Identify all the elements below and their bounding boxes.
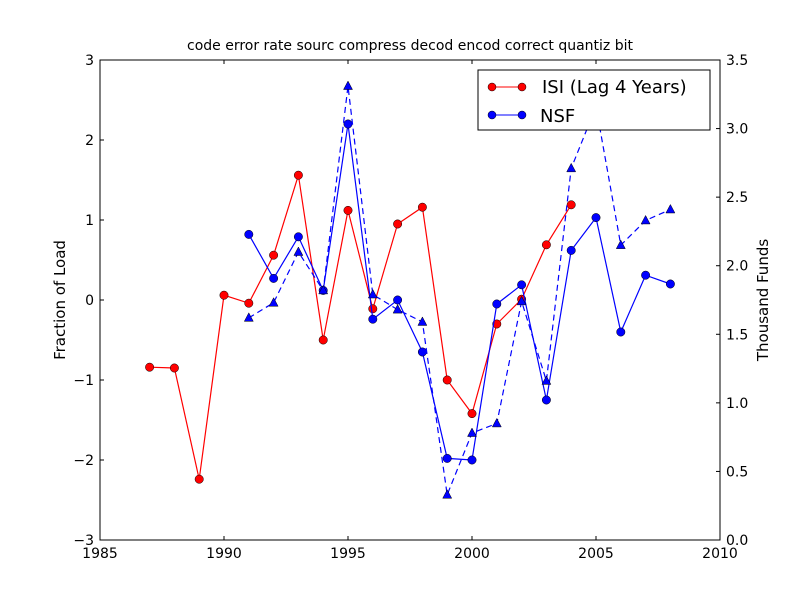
- data-point-triangle: [243, 312, 254, 322]
- data-point: [368, 314, 378, 324]
- y-tick-label-left: 3: [85, 53, 94, 69]
- data-point: [244, 298, 254, 308]
- y-axis-label-left: Fraction of Load: [51, 240, 69, 360]
- y-tick-label-right: 2.0: [726, 259, 748, 275]
- x-tick-label: 1995: [330, 546, 366, 562]
- data-point: [467, 455, 477, 465]
- series-line-0: [149, 175, 572, 480]
- legend-isi-label: ISI (Lag 4 Years): [542, 77, 687, 98]
- data-point: [244, 229, 254, 239]
- data-point: [641, 270, 651, 280]
- data-point: [269, 273, 279, 283]
- y-tick-label-right: 3.5: [726, 53, 748, 69]
- data-point-triangle: [417, 316, 428, 326]
- data-point: [219, 290, 229, 300]
- data-point-triangle: [615, 239, 626, 249]
- data-point: [492, 299, 502, 309]
- x-tick-label: 2005: [578, 546, 614, 562]
- y-tick-label-left: 0: [85, 293, 94, 309]
- data-point: [442, 453, 452, 463]
- data-point: [269, 250, 279, 260]
- data-point: [293, 232, 303, 242]
- y-axis-label-right: Thousand Funds: [754, 239, 772, 362]
- data-point-triangle: [566, 162, 577, 173]
- data-point: [293, 170, 303, 180]
- data-point: [467, 409, 477, 419]
- y-tick-label-left: 2: [85, 133, 94, 149]
- data-point-triangle: [367, 288, 378, 299]
- data-point: [616, 327, 626, 337]
- x-tick-label: 1990: [206, 546, 242, 562]
- y-tick-label-left: 1: [85, 213, 94, 229]
- legend-nsf-label: NSF: [540, 106, 575, 127]
- data-point: [665, 279, 675, 289]
- series-line-1: [248, 123, 671, 461]
- data-point: [393, 219, 403, 229]
- data-point-triangle: [516, 295, 527, 306]
- data-point-triangle: [442, 489, 453, 499]
- data-point: [566, 245, 576, 255]
- data-point: [442, 375, 452, 385]
- data-point: [318, 335, 328, 345]
- data-point: [541, 240, 551, 250]
- data-point: [566, 200, 576, 210]
- data-point-triangle: [318, 284, 329, 295]
- legend-isi-marker: [517, 82, 527, 92]
- y-tick-label-right: 2.5: [726, 190, 748, 206]
- y-tick-label-left: −1: [73, 373, 94, 389]
- x-tick-label: 2000: [454, 546, 490, 562]
- y-tick-label-right: 0.0: [726, 533, 748, 549]
- data-point-triangle: [665, 203, 676, 214]
- legend-nsf-marker: [517, 110, 527, 120]
- data-point: [343, 119, 353, 129]
- y-tick-label-left: −3: [73, 533, 94, 549]
- chart-title: code error rate sourc compress decod enc…: [187, 38, 633, 54]
- data-point-triangle: [541, 375, 552, 385]
- series-line-2: [248, 85, 671, 498]
- data-point: [194, 474, 204, 484]
- data-point-triangle: [640, 214, 651, 225]
- y-tick-label-right: 0.5: [726, 464, 748, 480]
- plot-frame: [99, 59, 721, 541]
- data-point: [517, 280, 527, 290]
- data-point-triangle: [293, 246, 304, 256]
- data-point: [393, 295, 403, 305]
- legend: ISI (Lag 4 Years) NSF: [477, 69, 711, 131]
- y-tick-label-left: −2: [73, 453, 94, 469]
- data-point: [417, 202, 427, 212]
- y-tick-label-right: 1.5: [726, 327, 748, 343]
- data-point: [145, 362, 155, 372]
- y-tick-label-right: 3.0: [726, 122, 748, 138]
- x-tick-label: 2010: [702, 546, 738, 562]
- data-point-triangle: [491, 417, 502, 428]
- data-point: [169, 363, 179, 373]
- legend-box: [477, 69, 711, 131]
- data-point: [591, 213, 601, 223]
- data-point-triangle: [392, 304, 403, 314]
- data-point: [492, 319, 502, 329]
- data-point: [368, 304, 378, 314]
- x-tick-label: 1985: [82, 546, 118, 562]
- data-point: [343, 205, 353, 215]
- legend-isi-marker: [487, 82, 497, 92]
- y-tick-label-right: 1.0: [726, 396, 748, 412]
- legend-nsf-marker: [487, 110, 497, 120]
- data-point-triangle: [343, 80, 353, 90]
- data-point-triangle: [467, 427, 477, 437]
- data-point-triangle: [268, 297, 279, 307]
- data-point: [541, 395, 551, 405]
- data-point: [417, 347, 427, 357]
